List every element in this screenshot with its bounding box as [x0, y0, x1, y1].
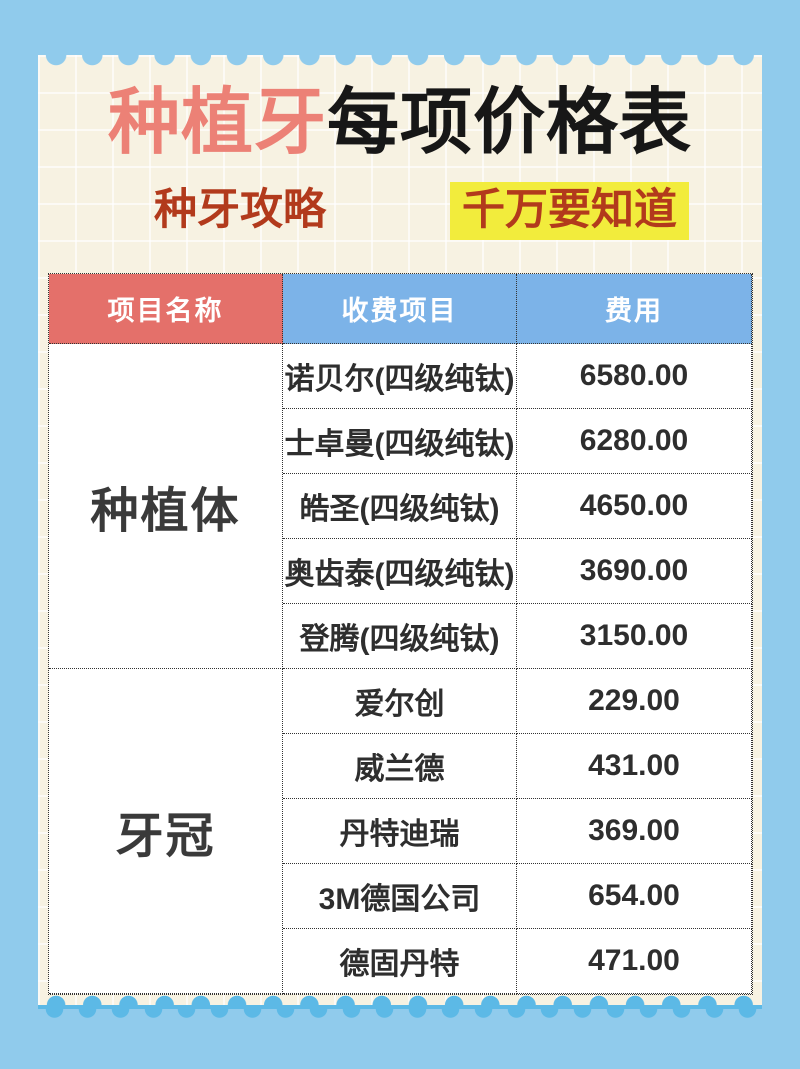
- group-cell-implant: 种植体: [49, 344, 283, 669]
- item-cell: 爱尔创: [283, 669, 517, 734]
- group-cell-crown: 牙冠: [49, 669, 283, 994]
- price-cell: 4650.00: [517, 474, 752, 539]
- col-header-charge-item: 收费项目: [283, 274, 517, 344]
- price-cell: 431.00: [517, 734, 752, 799]
- price-cell: 654.00: [517, 864, 752, 929]
- item-cell: 登腾(四级纯钛): [283, 604, 517, 669]
- item-cell: 德固丹特: [283, 929, 517, 994]
- poster-title: 种植牙每项价格表: [38, 85, 762, 161]
- price-table: 项目名称 收费项目 费用 种植体 牙冠 诺贝尔(四级纯钛) 6580.00 士卓…: [48, 273, 753, 995]
- item-cell: 奥齿泰(四级纯钛): [283, 539, 517, 604]
- price-cell: 3690.00: [517, 539, 752, 604]
- price-cell: 6580.00: [517, 344, 752, 409]
- item-cell: 威兰德: [283, 734, 517, 799]
- item-cell: 士卓曼(四级纯钛): [283, 409, 517, 474]
- poster-paper: 种植牙每项价格表 种牙攻略 千万要知道 项目名称 收费项目 费用 种植体 牙冠 …: [38, 55, 762, 1005]
- price-cell: 229.00: [517, 669, 752, 734]
- col-header-fee: 费用: [517, 274, 752, 344]
- subtitle-left: 种牙攻略: [154, 186, 326, 235]
- title-highlight-text: 种植牙: [107, 83, 327, 163]
- item-cell: 诺贝尔(四级纯钛): [283, 344, 517, 409]
- col-header-project-name: 项目名称: [49, 274, 283, 344]
- item-cell: 皓圣(四级纯钛): [283, 474, 517, 539]
- item-cell: 3M德国公司: [283, 864, 517, 929]
- price-cell: 6280.00: [517, 409, 752, 474]
- subtitle-row: 种牙攻略 千万要知道: [38, 182, 762, 249]
- item-cell: 丹特迪瑞: [283, 799, 517, 864]
- title-rest-text: 每项价格表: [327, 83, 693, 163]
- subtitle-highlighted: 千万要知道: [450, 182, 689, 240]
- price-cell: 3150.00: [517, 604, 752, 669]
- price-cell: 471.00: [517, 929, 752, 994]
- price-cell: 369.00: [517, 799, 752, 864]
